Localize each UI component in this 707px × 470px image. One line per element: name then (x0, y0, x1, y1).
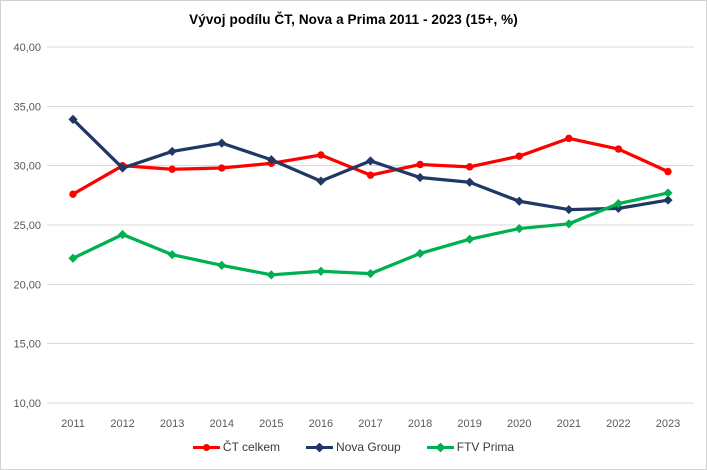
data-point--t-celkem (465, 163, 474, 171)
data-point-ftv-prima (68, 253, 78, 263)
x-tick-label: 2016 (309, 418, 333, 430)
data-point--t-celkem (416, 160, 424, 169)
y-tick-label: 35,00 (13, 101, 41, 113)
chart-legend: ČT celkem Nova Group FTV Prima (1, 440, 706, 454)
y-tick-label: 30,00 (13, 161, 41, 173)
y-tick-label: 15,00 (13, 339, 41, 351)
y-tick-label: 20,00 (13, 279, 41, 291)
x-tick-label: 2011 (61, 418, 85, 430)
data-point-nova-group (613, 203, 624, 213)
data-point--t-celkem (515, 152, 523, 160)
ftv-prima-line-marker-icon (426, 441, 454, 453)
x-tick-label: 2022 (606, 418, 630, 430)
data-point-ftv-prima (316, 266, 326, 276)
legend-label-ct-celkem: ČT celkem (222, 440, 281, 454)
x-tick-label: 2017 (358, 418, 382, 430)
ct-celkem-line-marker-icon (192, 441, 220, 453)
data-point-ftv-prima (217, 260, 227, 270)
x-tick-label: 2013 (160, 418, 184, 430)
data-point-ftv-prima (365, 269, 376, 279)
data-point--t-celkem (317, 151, 325, 159)
data-point-nova-group (514, 196, 524, 206)
legend-label-ftv-prima: FTV Prima (456, 440, 515, 454)
data-point-ftv-prima (663, 188, 673, 198)
data-point-ftv-prima (613, 199, 624, 209)
data-point-ftv-prima (465, 234, 475, 244)
data-point-ftv-prima (117, 229, 128, 240)
data-point-nova-group (663, 195, 673, 205)
data-point-nova-group (465, 177, 475, 187)
data-point-nova-group (117, 163, 128, 173)
x-tick-label: 2014 (210, 418, 234, 430)
legend-item-nova-group: Nova Group (306, 440, 401, 454)
data-point-ftv-prima (167, 250, 177, 260)
data-point-nova-group (217, 138, 227, 148)
legend-item-ct-celkem: ČT celkem (192, 440, 281, 454)
x-tick-label: 2012 (110, 418, 134, 430)
chart-title: Vývoj podílu ČT, Nova a Prima 2011 - 202… (189, 12, 518, 27)
data-point--t-celkem (664, 167, 672, 176)
data-point--t-celkem (565, 134, 573, 143)
x-tick-label: 2015 (259, 418, 283, 430)
data-point-ftv-prima (514, 223, 524, 234)
y-tick-label: 25,00 (13, 220, 41, 232)
data-point-nova-group (564, 204, 574, 215)
x-tick-label: 2021 (557, 418, 581, 430)
data-point-nova-group (365, 156, 376, 166)
data-point-ftv-prima (266, 270, 276, 280)
legend-item-ftv-prima: FTV Prima (426, 440, 515, 454)
data-point--t-celkem (69, 190, 77, 198)
x-tick-label: 2023 (656, 418, 680, 430)
legend-label-nova-group: Nova Group (336, 440, 401, 454)
data-point-nova-group (68, 114, 78, 124)
x-tick-label: 2019 (457, 418, 481, 430)
y-tick-label: 40,00 (13, 42, 41, 54)
series-line-ftv-prima (71, 191, 670, 277)
y-tick-label: 10,00 (13, 398, 41, 410)
data-point-nova-group (316, 176, 326, 186)
data-point-ftv-prima (564, 219, 574, 229)
data-point--t-celkem (366, 171, 375, 179)
data-point--t-celkem (614, 145, 623, 153)
data-point--t-celkem (218, 164, 226, 172)
nova-group-line-marker-icon (306, 441, 334, 453)
series-line--t-celkem (71, 136, 670, 196)
data-point-nova-group (266, 155, 276, 165)
data-point-ftv-prima (415, 248, 425, 259)
x-tick-label: 2020 (507, 418, 531, 430)
data-point--t-celkem (168, 165, 176, 173)
data-point-nova-group (415, 172, 425, 183)
data-point-nova-group (167, 146, 177, 157)
x-tick-label: 2018 (408, 418, 432, 430)
